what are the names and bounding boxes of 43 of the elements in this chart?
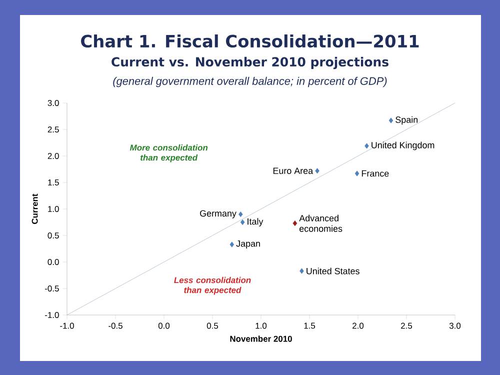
series-label: Advanced economies bbox=[299, 214, 342, 232]
x-tick-label: 3.0 bbox=[449, 322, 461, 329]
y-tick-label: 1.0 bbox=[48, 206, 59, 212]
y-tick-label: 2.0 bbox=[48, 153, 59, 159]
x-tick-label: 1.0 bbox=[256, 322, 267, 329]
annotation: More consolidation than expected bbox=[130, 144, 208, 162]
series-label: France bbox=[362, 170, 389, 177]
x-axis-title: November 2010 bbox=[230, 336, 292, 342]
point bbox=[315, 168, 320, 174]
point bbox=[292, 220, 298, 226]
series-label: Euro Area bbox=[273, 168, 314, 174]
y-tick-label: 3.0 bbox=[48, 100, 59, 106]
point bbox=[300, 268, 304, 274]
y-tick-label: 1.5 bbox=[48, 180, 59, 186]
x-tick-label: 1.5 bbox=[304, 322, 316, 329]
point bbox=[230, 242, 234, 248]
text: (general government overall balance; in percent of GDP) bbox=[113, 76, 387, 88]
y-tick-label: -1.0 bbox=[45, 312, 59, 318]
x-tick-label: 0.5 bbox=[206, 322, 218, 329]
y-tick-label: -0.5 bbox=[45, 286, 59, 292]
point bbox=[238, 212, 243, 218]
y-tick-label: 2.5 bbox=[48, 126, 59, 132]
y-tick-label: 0.5 bbox=[48, 232, 59, 238]
series-label: Italy bbox=[248, 218, 264, 226]
x-tick-label: 0.0 bbox=[158, 322, 170, 329]
point bbox=[354, 170, 360, 176]
y-axis-title: Current bbox=[32, 194, 38, 224]
series-label: Germany bbox=[200, 210, 236, 218]
chart-title: Chart 1. Fiscal Consolidation—2011 bbox=[81, 34, 419, 48]
series-label: United States bbox=[306, 268, 360, 274]
x-tick-label: 2.0 bbox=[352, 322, 364, 329]
series-label: Japan bbox=[236, 240, 260, 249]
point bbox=[240, 219, 245, 226]
series-label: Spain bbox=[396, 116, 418, 125]
x-tick-label: -1.0 bbox=[60, 322, 74, 329]
x-tick-label: 2.5 bbox=[401, 322, 412, 329]
y-tick-label: 0.0 bbox=[48, 259, 59, 265]
point bbox=[364, 143, 369, 149]
x-tick-label: -0.5 bbox=[108, 322, 122, 329]
series-label: United Kingdom bbox=[372, 142, 434, 150]
point bbox=[388, 118, 394, 124]
annotation: Less consolidation than expected bbox=[174, 276, 251, 295]
chart-subtitle: Current vs. November 2010 projections bbox=[112, 56, 388, 70]
